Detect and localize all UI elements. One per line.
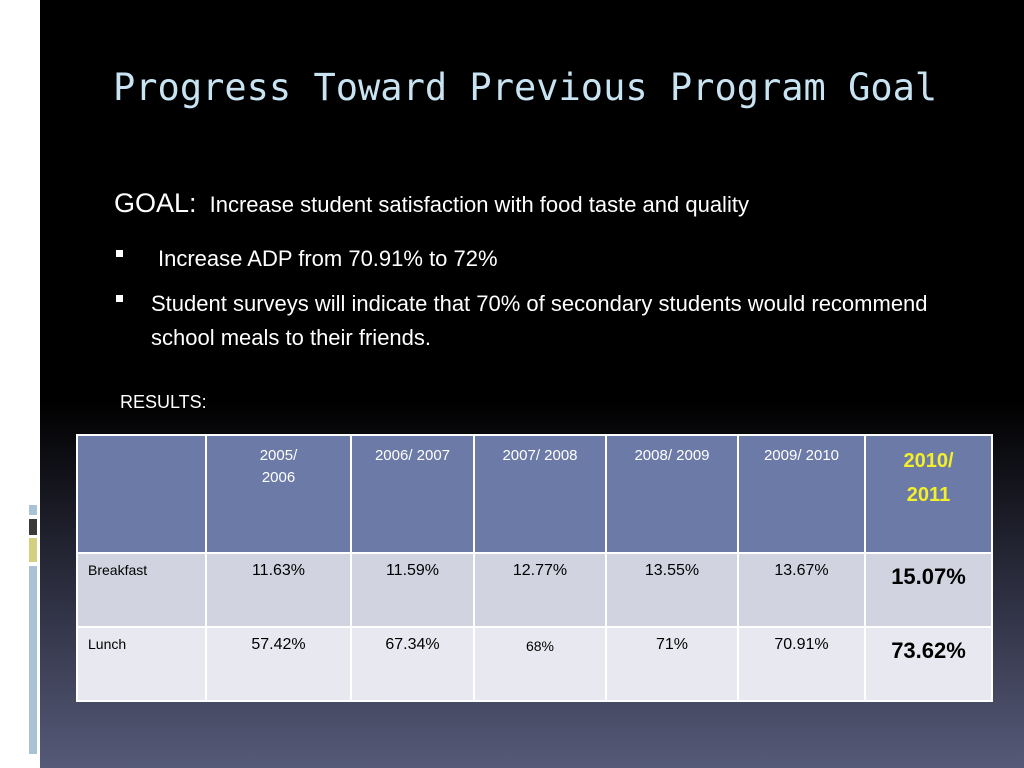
bullet-text: Increase ADP from 70.91% to 72% (158, 246, 498, 271)
accent-bar-long-blue (29, 566, 37, 754)
bullet-text: Student surveys will indicate that 70% o… (151, 291, 928, 350)
table-cell: 68% (473, 626, 607, 702)
results-label: RESULTS: (120, 392, 207, 412)
table-cell: 13.55% (605, 552, 739, 628)
table-cell-highlight: 15.07% (864, 552, 993, 628)
accent-bar-dark (29, 519, 37, 535)
accent-bar-yellow (29, 538, 37, 562)
goal-label: GOAL: (114, 188, 197, 218)
goal-text: Increase student satisfaction with food … (209, 192, 749, 217)
header-cell-2005-2006: 2005/ 2006 (205, 434, 352, 554)
table-cell: 13.67% (737, 552, 866, 628)
table-cell: 71% (605, 626, 739, 702)
results-table: 2005/ 2006 2006/ 2007 2007/ 2008 2008/ 2… (76, 434, 993, 702)
table-cell: 57.42% (205, 626, 352, 702)
header-cell-2009-2010: 2009/ 2010 (737, 434, 866, 554)
table-cell: 11.59% (350, 552, 475, 628)
slide-title: Progress Toward Previous Program Goal (113, 66, 938, 109)
row-label: Breakfast (76, 552, 207, 628)
header-label: 2005/ 2006 (259, 447, 298, 486)
row-label: Lunch (76, 626, 207, 702)
header-cell-2008-2009: 2008/ 2009 (605, 434, 739, 554)
header-label: 2010/ 2011 (903, 450, 954, 506)
table-cell: 67.34% (350, 626, 475, 702)
header-cell-empty (76, 434, 207, 554)
slide: Progress Toward Previous Program Goal GO… (40, 0, 1024, 768)
table-row-lunch: Lunch 57.42% 67.34% 68% 71% 70.91% 73.62… (76, 626, 993, 702)
table-row-breakfast: Breakfast 11.63% 11.59% 12.77% 13.55% 13… (76, 552, 993, 628)
goal-line: GOAL: Increase student satisfaction with… (114, 188, 749, 219)
square-bullet-icon (116, 295, 123, 302)
table-cell: 11.63% (205, 552, 352, 628)
header-cell-2007-2008: 2007/ 2008 (473, 434, 607, 554)
square-bullet-icon (116, 250, 123, 257)
bullet-item: Student surveys will indicate that 70% o… (114, 287, 994, 357)
table-cell-highlight: 73.62% (864, 626, 993, 702)
bullet-item: Increase ADP from 70.91% to 72% (114, 242, 814, 276)
table-cell: 70.91% (737, 626, 866, 702)
header-cell-2006-2007: 2006/ 2007 (350, 434, 475, 554)
table-header-row: 2005/ 2006 2006/ 2007 2007/ 2008 2008/ 2… (76, 434, 993, 554)
header-cell-2010-2011: 2010/ 2011 (864, 434, 993, 554)
accent-bar-light-blue (29, 505, 37, 515)
table-cell: 12.77% (473, 552, 607, 628)
